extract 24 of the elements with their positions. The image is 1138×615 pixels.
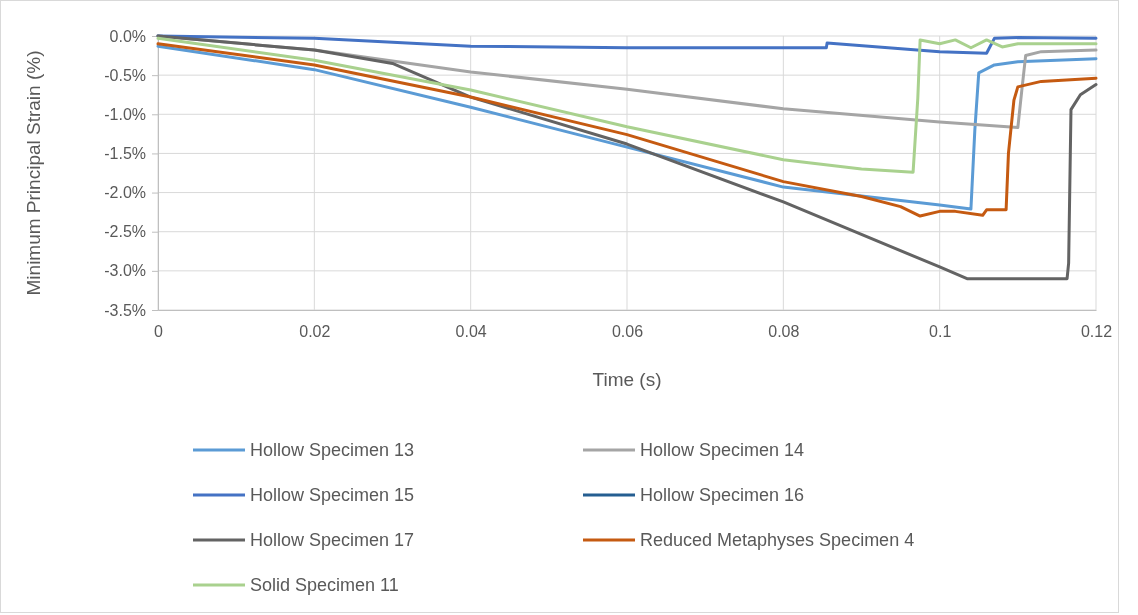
- y-tick-label: -1.0%: [104, 105, 146, 123]
- x-tick-label: 0.1: [929, 323, 952, 341]
- x-tick-label: 0.04: [455, 323, 487, 341]
- x-tick-label: 0.06: [611, 323, 644, 341]
- x-axis-title: Time (s): [592, 369, 662, 390]
- y-tick-label: -1.5%: [104, 145, 146, 163]
- x-tick-label: 0.08: [768, 323, 800, 341]
- y-tick-label: -2.5%: [104, 223, 146, 241]
- legend-label: Hollow Specimen 16: [640, 485, 805, 505]
- y-tick-label: -0.5%: [104, 66, 146, 84]
- legend-label: Solid Specimen 11: [250, 575, 399, 595]
- y-tick-label: -3.0%: [104, 262, 146, 280]
- y-tick-label: -2.0%: [104, 184, 146, 202]
- legend-label: Hollow Specimen 15: [250, 485, 415, 505]
- legend-label: Hollow Specimen 13: [250, 440, 415, 460]
- y-axis-title: Minimum Principal Strain (%): [23, 50, 44, 296]
- y-tick-label: 0.0%: [109, 27, 146, 45]
- x-tick-label: 0.12: [1080, 323, 1113, 341]
- legend-label: Hollow Specimen 17: [250, 530, 415, 550]
- legend-label: Reduced Metaphyses Specimen 4: [640, 530, 915, 550]
- x-tick-label: 0.02: [299, 323, 331, 341]
- legend-label: Hollow Specimen 14: [640, 440, 805, 460]
- y-tick-label: -3.5%: [104, 301, 146, 319]
- x-tick-label: 0: [154, 323, 164, 341]
